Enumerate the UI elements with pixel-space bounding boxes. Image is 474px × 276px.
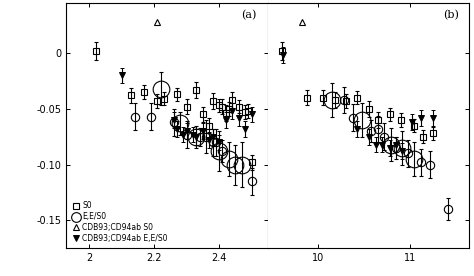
Text: (b): (b) xyxy=(443,10,459,20)
Text: (a): (a) xyxy=(242,10,257,20)
Legend: S0, E,E/S0, CDB93;CD94ab S0, CDB93;CD94ab E,E/S0: S0, E,E/S0, CDB93;CD94ab S0, CDB93;CD94a… xyxy=(70,200,169,245)
